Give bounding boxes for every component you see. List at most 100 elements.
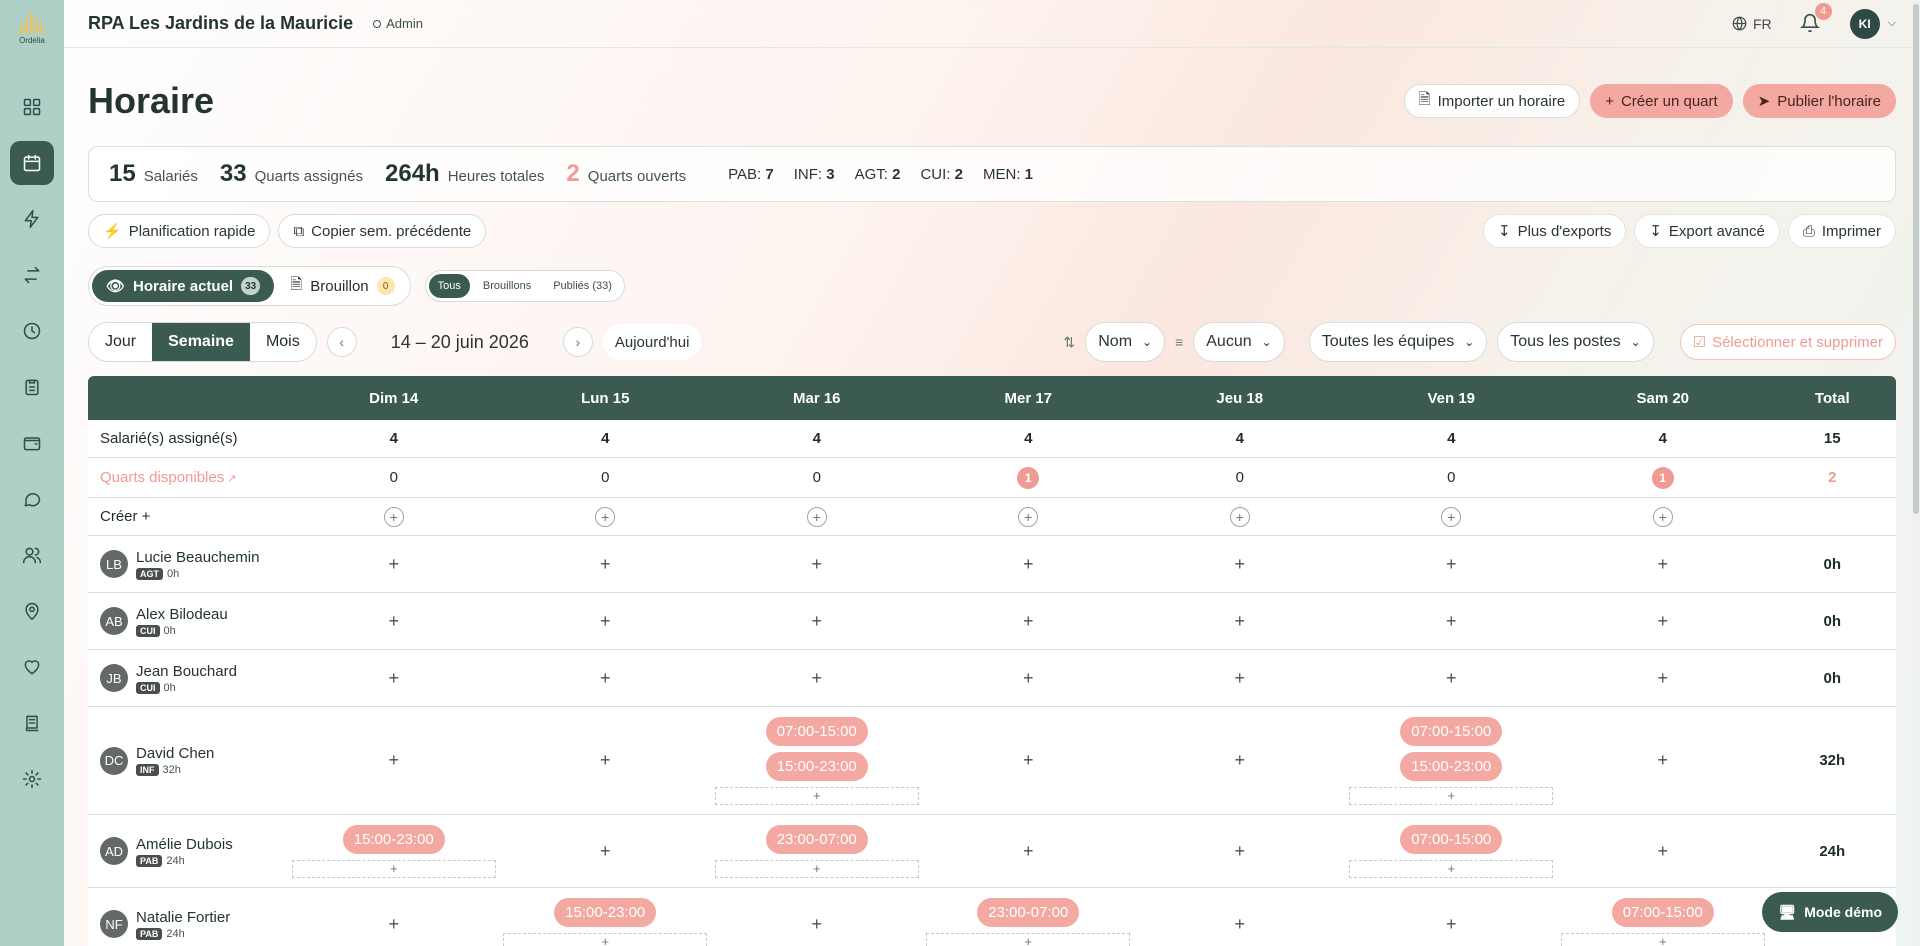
add-shift-button[interactable]: + — [1022, 553, 1034, 574]
nav-chat[interactable] — [10, 477, 54, 521]
print-button[interactable]: ⎙ Imprimer — [1787, 214, 1896, 248]
notifications-button[interactable]: 4 — [1799, 2, 1832, 35]
nav-gear[interactable] — [10, 757, 54, 801]
shift-pill[interactable]: 15:00-23:00 — [342, 824, 445, 854]
quick-plan-button[interactable]: ⚡ Planification rapide — [88, 214, 271, 248]
open-shift-badge[interactable]: 1 — [1651, 466, 1674, 489]
add-shift-button[interactable]: + — [388, 553, 399, 574]
current-schedule-tab[interactable]: 👁 Horaire actuel 33 — [92, 270, 275, 302]
app-logo[interactable]: Ordelia — [19, 12, 45, 45]
posts-select[interactable]: Tous les postes ⌄ — [1497, 322, 1654, 362]
add-shift-button[interactable]: + — [1022, 840, 1034, 861]
add-shift-button[interactable]: + — [1234, 840, 1245, 861]
add-shift-button[interactable]: + — [599, 553, 611, 574]
available-count[interactable]: 1 — [1557, 466, 1769, 489]
shift-pill[interactable]: 07:00-15:00 — [1611, 897, 1714, 927]
create-shift-plus-button[interactable]: + — [1018, 506, 1039, 527]
add-shift-button[interactable]: + — [811, 667, 822, 688]
nav-wallet[interactable] — [10, 421, 54, 465]
nav-users[interactable] — [10, 533, 54, 577]
shift-pill[interactable]: 15:00-23:00 — [765, 751, 868, 781]
create-shift-plus-button[interactable]: + — [383, 506, 404, 527]
add-shift-button[interactable]: + — [1657, 840, 1668, 861]
add-shift-button[interactable]: + — [1234, 553, 1245, 574]
group-select[interactable]: Aucun ⌄ — [1193, 322, 1285, 362]
add-shift-button[interactable]: + — [599, 667, 611, 688]
employee-cell[interactable]: AD Amélie Dubois PAB 24h — [88, 836, 288, 867]
more-exports-button[interactable]: ↧ Plus d'exports — [1483, 214, 1627, 248]
nav-swap[interactable] — [10, 253, 54, 297]
create-shift-plus-button[interactable]: + — [595, 506, 616, 527]
filter-published[interactable]: Publiés (33) — [553, 280, 612, 292]
add-shift-button[interactable]: + — [1657, 667, 1668, 688]
open-shift-badge[interactable]: 1 — [1017, 466, 1040, 489]
create-shift-button[interactable]: + Créer un quart — [1590, 84, 1733, 118]
view-week[interactable]: Semaine — [152, 323, 250, 361]
add-shift-button[interactable]: + — [811, 913, 822, 934]
import-schedule-button[interactable]: 🗎 Importer un horaire — [1403, 84, 1581, 118]
language-switcher[interactable]: FR — [1732, 16, 1772, 32]
add-shift-button[interactable]: + — [1022, 610, 1034, 631]
nav-calendar[interactable] — [10, 141, 54, 185]
view-day[interactable]: Jour — [105, 333, 137, 350]
add-shift-button[interactable]: + — [388, 610, 399, 631]
sort-select[interactable]: Nom ⌄ — [1085, 322, 1166, 362]
prev-period-button[interactable]: ‹ — [326, 327, 357, 357]
add-shift-button[interactable]: + — [1022, 667, 1034, 688]
add-shift-slot[interactable]: + — [1349, 859, 1554, 878]
filter-drafts[interactable]: Brouillons — [482, 280, 532, 292]
advanced-export-button[interactable]: ↧ Export avancé — [1634, 214, 1780, 248]
add-shift-slot[interactable]: + — [714, 786, 919, 805]
employee-cell[interactable]: DC David Chen INF 32h — [88, 745, 288, 776]
create-shift-plus-button[interactable]: + — [1652, 506, 1673, 527]
shift-pill[interactable]: 23:00-07:00 — [765, 824, 868, 854]
add-shift-button[interactable]: + — [1657, 750, 1668, 770]
draft-tab[interactable]: 🗎 Brouillon 0 — [278, 270, 406, 302]
add-shift-button[interactable]: + — [1234, 667, 1245, 688]
shift-pill[interactable]: 15:00-23:00 — [554, 897, 657, 927]
available-count[interactable]: 1 — [923, 466, 1135, 489]
demo-mode-button[interactable]: 🖥 Mode démo — [1762, 892, 1898, 932]
shift-pill[interactable]: 07:00-15:00 — [1400, 824, 1503, 854]
add-shift-button[interactable]: + — [388, 667, 399, 688]
add-shift-button[interactable]: + — [388, 913, 399, 934]
nav-ledger[interactable] — [10, 701, 54, 745]
add-shift-slot[interactable]: + — [291, 859, 496, 878]
shift-pill[interactable]: 07:00-15:00 — [1400, 716, 1503, 746]
add-shift-slot[interactable]: + — [503, 932, 708, 946]
nav-dashboard[interactable] — [10, 85, 54, 129]
next-period-button[interactable]: › — [562, 327, 593, 357]
today-button[interactable]: Aujourd'hui — [602, 324, 702, 360]
add-shift-button[interactable]: + — [1234, 913, 1245, 934]
add-shift-button[interactable]: + — [811, 553, 822, 574]
add-shift-button[interactable]: + — [1445, 610, 1457, 631]
view-month[interactable]: Mois — [265, 333, 300, 350]
nav-bolt[interactable] — [10, 197, 54, 241]
filter-all[interactable]: Tous — [428, 274, 470, 298]
employee-cell[interactable]: JB Jean Bouchard CUI 0h — [88, 663, 288, 694]
add-shift-button[interactable]: + — [599, 840, 611, 861]
add-shift-button[interactable]: + — [388, 750, 399, 770]
publish-schedule-button[interactable]: ➤ Publier l'horaire — [1742, 84, 1896, 118]
add-shift-slot[interactable]: + — [1560, 932, 1765, 946]
nav-clock[interactable] — [10, 309, 54, 353]
add-shift-button[interactable]: + — [1657, 553, 1668, 574]
add-shift-button[interactable]: + — [599, 750, 611, 770]
add-shift-button[interactable]: + — [1022, 750, 1034, 770]
add-shift-button[interactable]: + — [1445, 553, 1457, 574]
add-shift-button[interactable]: + — [1445, 667, 1457, 688]
add-shift-button[interactable]: + — [1234, 750, 1245, 770]
nav-clipboard[interactable] — [10, 365, 54, 409]
create-shift-plus-button[interactable]: + — [1229, 506, 1250, 527]
shift-pill[interactable]: 15:00-23:00 — [1400, 751, 1503, 781]
employee-cell[interactable]: AB Alex Bilodeau CUI 0h — [88, 606, 288, 637]
create-shift-plus-button[interactable]: + — [806, 506, 827, 527]
add-shift-button[interactable]: + — [811, 610, 822, 631]
shift-pill[interactable]: 23:00-07:00 — [977, 897, 1080, 927]
nav-heart[interactable] — [10, 645, 54, 689]
user-menu[interactable]: KI ⌵ — [1849, 8, 1896, 39]
add-shift-button[interactable]: + — [1445, 913, 1457, 934]
add-shift-button[interactable]: + — [1657, 610, 1668, 631]
add-shift-button[interactable]: + — [1234, 610, 1245, 631]
add-shift-slot[interactable]: + — [714, 859, 919, 878]
